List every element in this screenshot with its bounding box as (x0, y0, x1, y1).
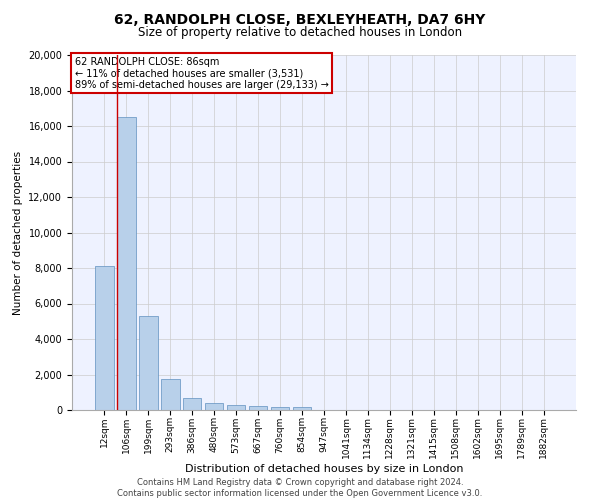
Bar (293, 408, 311, 410)
Bar (205, 404, 223, 410)
Bar (161, 379, 179, 410)
Text: 62 RANDOLPH CLOSE: 86sqm
← 11% of detached houses are smaller (3,531)
89% of sem: 62 RANDOLPH CLOSE: 86sqm ← 11% of detach… (74, 57, 328, 90)
Text: 62, RANDOLPH CLOSE, BEXLEYHEATH, DA7 6HY: 62, RANDOLPH CLOSE, BEXLEYHEATH, DA7 6HY (115, 12, 485, 26)
Text: Size of property relative to detached houses in London: Size of property relative to detached ho… (138, 26, 462, 39)
Y-axis label: Number of detached properties: Number of detached properties (13, 150, 23, 314)
Text: Contains HM Land Registry data © Crown copyright and database right 2024.
Contai: Contains HM Land Registry data © Crown c… (118, 478, 482, 498)
X-axis label: Distribution of detached houses by size in London: Distribution of detached houses by size … (185, 464, 463, 474)
Bar (117, 117, 136, 410)
Bar (227, 405, 245, 410)
Bar (249, 406, 268, 410)
Bar (139, 316, 158, 410)
Bar (271, 407, 289, 410)
Bar (95, 266, 113, 410)
Bar (183, 398, 202, 410)
